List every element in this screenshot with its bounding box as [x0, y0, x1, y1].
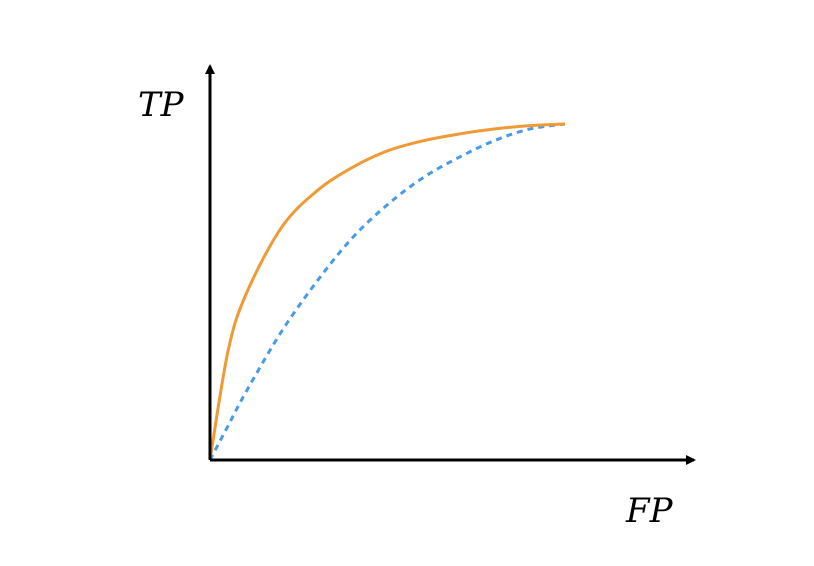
- series-layer: [208, 122, 566, 461]
- solid-curve: [208, 122, 566, 461]
- dashed-curve: [208, 122, 566, 461]
- y-axis-label: TP: [138, 85, 185, 125]
- x-axis-label: FP: [625, 491, 674, 531]
